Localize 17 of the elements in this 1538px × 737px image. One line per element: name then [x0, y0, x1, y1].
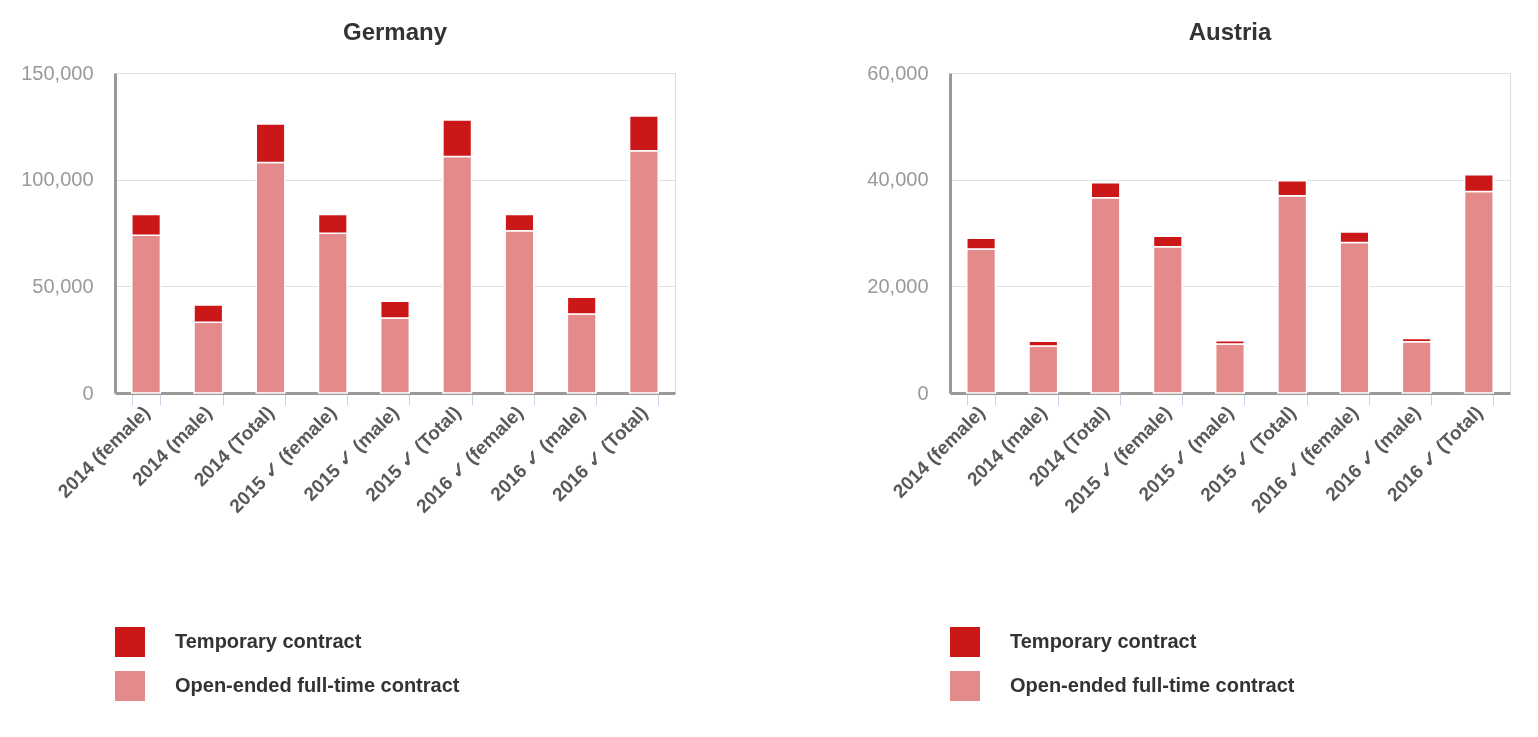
y-tick-label: 0	[82, 381, 94, 404]
bar	[1401, 341, 1432, 394]
chart-title: Germany	[342, 18, 448, 45]
y-tick-label: 150,000	[21, 61, 94, 84]
y-tick-label: 100,000	[21, 168, 94, 191]
bar	[1028, 345, 1059, 394]
legend-label: Temporary contract	[175, 630, 362, 652]
y-tick-label: 50,000	[32, 274, 94, 297]
bar	[1214, 343, 1246, 394]
y-tick-label: 20,000	[867, 274, 929, 297]
y-tick-label: 60,000	[867, 61, 929, 84]
legend-label: Open-ended full-time contract	[1010, 674, 1295, 696]
legend-label: Open-ended full-time contract	[175, 674, 460, 696]
y-tick-label: 40,000	[867, 168, 929, 191]
y-tick-label: 0	[917, 381, 929, 404]
legend-label: Temporary contract	[1010, 630, 1197, 652]
chart-title: Austria	[1188, 18, 1272, 45]
